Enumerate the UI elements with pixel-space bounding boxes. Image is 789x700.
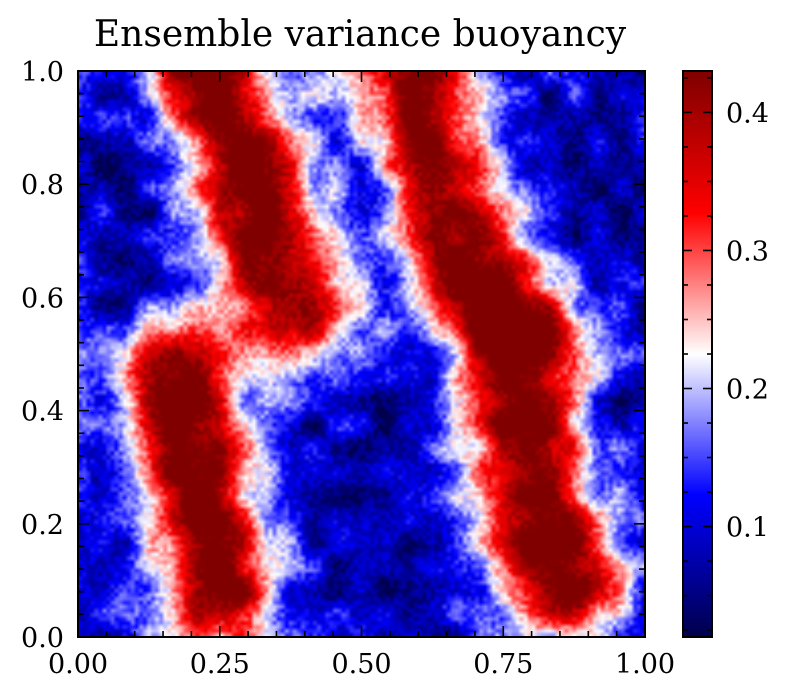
heatmap xyxy=(78,71,645,637)
heatmap-image xyxy=(78,71,645,637)
x-tick-label: 0.50 xyxy=(331,649,391,680)
x-axis: 0.00 0.25 0.50 0.75 1.00 xyxy=(48,649,675,680)
colorbar-ticks: 0.1 0.2 0.3 0.4 xyxy=(683,77,769,631)
colorbar-tick-label: 0.1 xyxy=(726,513,769,544)
y-tick-label: 0.4 xyxy=(21,397,64,428)
y-tick-label: 0.0 xyxy=(21,623,64,654)
colorbar-tick-label: 0.4 xyxy=(726,98,769,129)
x-tick-label: 1.00 xyxy=(615,649,675,680)
axis-ticks xyxy=(77,70,646,638)
colorbar-tick-label: 0.2 xyxy=(726,375,769,406)
colorbar-tick-label: 0.3 xyxy=(726,236,769,267)
y-tick-label: 1.0 xyxy=(21,57,64,88)
y-axis: 0.0 0.2 0.4 0.6 0.8 1.0 xyxy=(21,57,64,654)
colorbar: 0.1 0.2 0.3 0.4 xyxy=(682,70,769,638)
chart-title: Ensemble variance buoyancy xyxy=(94,14,627,55)
y-tick-label: 0.8 xyxy=(21,170,64,201)
y-tick-label: 0.2 xyxy=(21,510,64,541)
x-tick-label: 0.00 xyxy=(48,649,108,680)
x-tick-label: 0.75 xyxy=(473,649,533,680)
x-tick-label: 0.25 xyxy=(190,649,250,680)
y-tick-label: 0.6 xyxy=(21,283,64,314)
